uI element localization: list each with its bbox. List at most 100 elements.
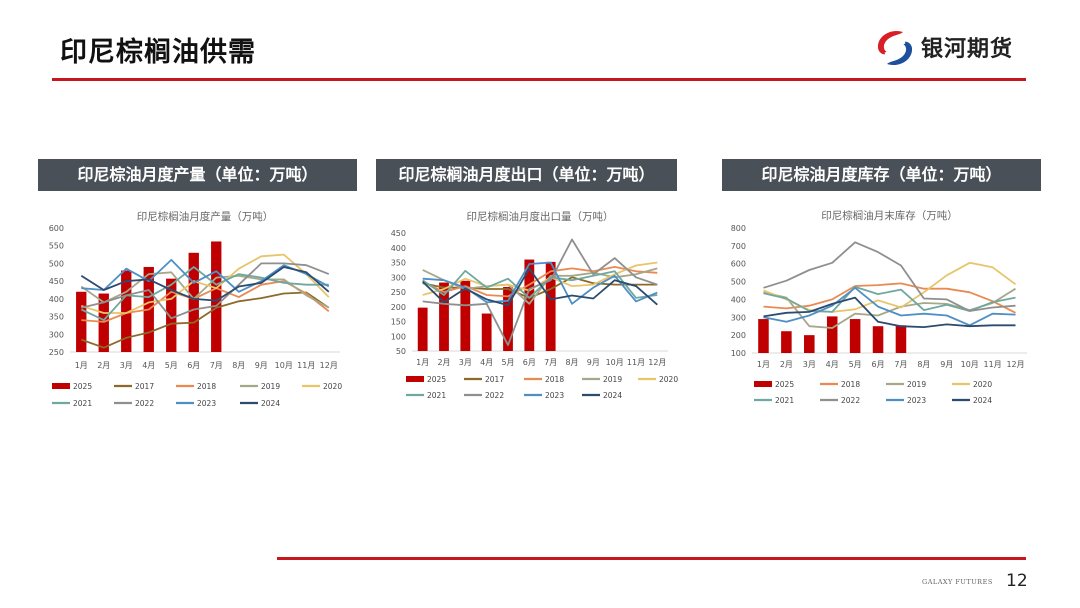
x-tick-label: 10月: [275, 361, 293, 370]
bar-2025: [895, 325, 907, 353]
x-tick-label: 10月: [606, 358, 624, 367]
line-series-2021: [422, 269, 658, 299]
chart-title: 印尼棕榈油月末库存（万吨）: [821, 209, 958, 222]
x-tick-label: 12月: [1006, 360, 1024, 369]
legend-label: 2021: [427, 391, 446, 400]
line-series-2024: [422, 267, 658, 307]
stocks-chart: 印尼棕榈油月末库存（万吨） 100 200 300 400 500 600 700 800 1月 2…: [722, 205, 1042, 405]
page-number: 12: [1006, 571, 1028, 591]
legend-label: 2022: [135, 399, 154, 408]
x-tick-label: 9月: [940, 360, 953, 369]
legend-label: 2020: [659, 375, 678, 384]
y-tick-label: 150: [391, 318, 406, 327]
y-tick-label: 600: [731, 260, 746, 269]
legend-label: 2021: [775, 396, 794, 405]
y-tick-label: 400: [391, 244, 406, 253]
x-tick-label: 7月: [544, 358, 557, 367]
bar-2025: [439, 282, 449, 351]
bar-2025: [545, 261, 556, 351]
line-series-2023: [763, 286, 1016, 327]
x-tick-label: 3月: [459, 358, 472, 367]
bar-2025: [76, 291, 87, 352]
exports-chart-svg: 印尼棕榈油月度出口量（万吨） 50 100 150 200 250 300 350 400 450…: [391, 210, 679, 400]
legend-label: 2022: [841, 396, 860, 405]
bar-2025: [166, 278, 177, 352]
y-tick-label: 350: [391, 259, 406, 268]
x-tick-label: 7月: [210, 361, 223, 370]
legend-label: 2023: [545, 391, 564, 400]
bar-2025: [804, 335, 815, 353]
x-tick-label: 11月: [297, 361, 315, 370]
y-tick-label: 50: [396, 347, 406, 356]
y-tick-label: 450: [49, 277, 64, 286]
y-tick-label: 300: [731, 313, 746, 322]
chart-title: 印尼棕榈油月度产量（万吨）: [137, 210, 274, 223]
x-tick-label: 5月: [501, 358, 514, 367]
legend-label: 2017: [135, 382, 154, 391]
brand-name: 银河期货: [921, 37, 1014, 62]
legend-label: 2018: [545, 375, 564, 384]
x-tick-label: 4月: [142, 361, 155, 370]
legend-label: 2019: [907, 380, 926, 389]
x-tick-label: 6月: [871, 360, 884, 369]
line-series-2020: [81, 253, 330, 314]
y-tick-label: 100: [391, 332, 406, 341]
y-tick-label: 700: [731, 242, 746, 251]
legend-label: 2021: [73, 399, 92, 408]
y-tick-label: 550: [49, 242, 64, 251]
x-tick-label: 2月: [97, 361, 110, 370]
bar-2025: [524, 259, 535, 351]
x-tick-label: 8月: [565, 358, 578, 367]
brand-logo: 银河期货: [873, 28, 1033, 68]
y-tick-label: 500: [49, 259, 64, 268]
legend-label: 2017: [485, 375, 504, 384]
footer-divider: [277, 557, 1026, 560]
y-tick-label: 250: [391, 288, 406, 297]
x-tick-label: 2月: [780, 360, 793, 369]
bar-2025: [781, 331, 792, 353]
x-tick-label: 12月: [320, 361, 338, 370]
legend-label: 2024: [603, 391, 622, 400]
legend-swatch-2025: [52, 383, 70, 389]
legend-label: 2023: [197, 399, 216, 408]
x-tick-label: 5月: [849, 360, 862, 369]
y-tick-label: 350: [49, 313, 64, 322]
legend-swatch-2025: [754, 381, 772, 387]
line-series-2023: [422, 261, 658, 305]
x-tick-label: 3月: [803, 360, 816, 369]
line-series-2017: [80, 291, 330, 349]
bar-2025: [417, 307, 428, 351]
legend-label: 2020: [323, 382, 342, 391]
bar-2025: [849, 319, 861, 353]
chart-title: 印尼棕榈油月度出口量（万吨）: [467, 210, 614, 223]
x-tick-label: 4月: [826, 360, 839, 369]
bar-2025: [758, 319, 769, 353]
line-series-2022: [763, 241, 1016, 312]
x-tick-label: 8月: [232, 361, 245, 370]
line-series-2024: [763, 296, 1016, 328]
x-tick-label: 6月: [187, 361, 200, 370]
y-tick-label: 300: [49, 330, 64, 339]
panel-heading-exports: 印尼棕榈油月度出口（单位：万吨）: [376, 159, 677, 191]
line-series-2021: [80, 266, 329, 321]
bar-2025: [460, 280, 471, 351]
x-tick-label: 1月: [416, 358, 429, 367]
y-tick-label: 200: [391, 303, 406, 312]
legend-label: 2025: [427, 375, 446, 384]
bar-2025: [872, 326, 884, 353]
x-tick-label: 5月: [165, 361, 178, 370]
legend-label: 2024: [973, 396, 992, 405]
x-tick-label: 7月: [894, 360, 907, 369]
legend-label: 2018: [197, 382, 216, 391]
x-tick-label: 2月: [437, 358, 450, 367]
x-tick-label: 9月: [255, 361, 268, 370]
line-series-2022: [81, 262, 330, 320]
x-tick-label: 10月: [961, 360, 979, 369]
y-tick-label: 450: [391, 229, 406, 238]
galaxy-logo-icon: [877, 30, 913, 66]
y-tick-label: 300: [391, 273, 406, 282]
legend-label: 2019: [261, 382, 280, 391]
y-tick-label: 800: [731, 224, 746, 233]
bar-2025: [121, 270, 132, 352]
bar-2025: [211, 241, 222, 352]
